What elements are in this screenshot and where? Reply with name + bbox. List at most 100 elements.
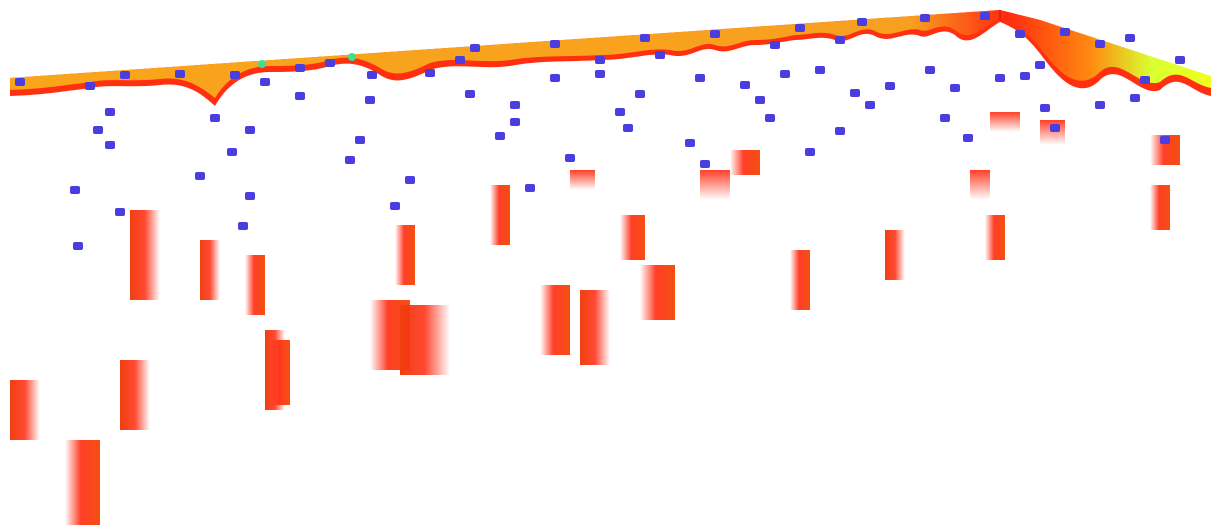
marker (495, 132, 505, 140)
marker (345, 156, 355, 164)
marker (635, 90, 645, 98)
marker (685, 139, 695, 147)
scalar-slice (1150, 185, 1170, 230)
marker (963, 134, 973, 142)
marker (470, 44, 480, 52)
marker (93, 126, 103, 134)
marker (245, 126, 255, 134)
scalar-slice (65, 440, 100, 525)
scalar-slice (985, 215, 1005, 260)
scalar-slice (970, 170, 990, 200)
marker (640, 34, 650, 42)
marker (295, 92, 305, 100)
marker (595, 70, 605, 78)
marker (115, 208, 125, 216)
marker (995, 74, 1005, 82)
marker (230, 71, 240, 79)
marker (550, 40, 560, 48)
marker (1050, 124, 1060, 132)
scalar-slice (270, 340, 290, 405)
marker (295, 64, 305, 72)
marker (920, 14, 930, 22)
marker (455, 56, 465, 64)
marker (835, 127, 845, 135)
marker (238, 222, 248, 230)
marker (1125, 34, 1135, 42)
marker (695, 74, 705, 82)
scalar-slice (570, 170, 595, 190)
top-band-edge (10, 10, 1211, 106)
scalar-slice (245, 255, 265, 315)
marker (390, 202, 400, 210)
marker (1095, 40, 1105, 48)
marker (770, 41, 780, 49)
marker-layer (15, 12, 1185, 250)
marker (595, 56, 605, 64)
marker (175, 70, 185, 78)
scalar-slice (1040, 120, 1065, 145)
marker (835, 36, 845, 44)
marker (980, 12, 990, 20)
marker (615, 108, 625, 116)
marker (795, 24, 805, 32)
marker (865, 101, 875, 109)
marker (367, 71, 377, 79)
marker (565, 154, 575, 162)
scalar-slice (790, 250, 810, 310)
marker (1020, 72, 1030, 80)
marker (510, 101, 520, 109)
marker (885, 82, 895, 90)
marker (227, 148, 237, 156)
highlight-marker (348, 53, 356, 61)
scalar-slice (130, 210, 160, 300)
scalar-slice (990, 112, 1020, 132)
marker (550, 74, 560, 82)
marker (925, 66, 935, 74)
marker (405, 176, 415, 184)
marker (1160, 136, 1170, 144)
scalar-slice (580, 290, 610, 365)
marker (740, 81, 750, 89)
marker (805, 148, 815, 156)
slice-layer (10, 112, 1180, 525)
marker (1130, 94, 1140, 102)
marker (210, 114, 220, 122)
marker (1015, 30, 1025, 38)
marker (465, 90, 475, 98)
top-band (10, 10, 1211, 98)
marker (940, 114, 950, 122)
marker (857, 18, 867, 26)
marker (120, 71, 130, 79)
marker (355, 136, 365, 144)
marker (245, 192, 255, 200)
marker (85, 82, 95, 90)
marker (780, 70, 790, 78)
marker (623, 124, 633, 132)
marker (1140, 76, 1150, 84)
marker (765, 114, 775, 122)
scalar-slice (640, 265, 675, 320)
marker (655, 51, 665, 59)
marker (73, 242, 83, 250)
marker (1175, 56, 1185, 64)
scalar-slice (730, 150, 760, 175)
scalar-slice (120, 360, 150, 430)
scalar-slice (490, 185, 510, 245)
highlight-marker (258, 60, 266, 68)
scalar-slice (700, 170, 730, 200)
scalar-slice (10, 380, 40, 440)
marker (815, 66, 825, 74)
marker (425, 69, 435, 77)
marker (525, 184, 535, 192)
marker (950, 84, 960, 92)
marker (700, 160, 710, 168)
marker (1040, 104, 1050, 112)
marker (15, 78, 25, 86)
marker (755, 96, 765, 104)
marker (325, 59, 335, 67)
scalar-slice (620, 215, 645, 260)
scalar-slice (395, 225, 415, 285)
marker (1035, 61, 1045, 69)
